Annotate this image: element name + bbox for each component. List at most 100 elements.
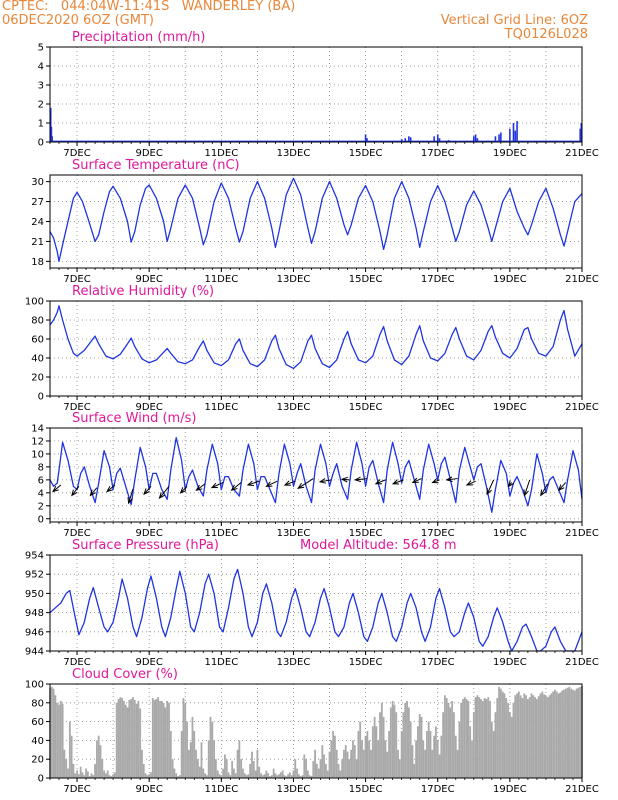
wind-arrow-shaft: [128, 488, 134, 504]
temp-xtick-label: 9DEC: [135, 274, 162, 285]
wind-arrow-head: [431, 477, 439, 484]
cloud-bar: [321, 745, 324, 778]
temp-series-line: [49, 177, 583, 263]
wind-arrow-head: [195, 484, 203, 491]
cloud-xtick-label: 17DEC: [421, 784, 455, 795]
cloud-bar: [114, 772, 116, 778]
cloud-bar: [341, 759, 344, 778]
cloud-bar: [61, 703, 64, 778]
cloud-bar: [393, 704, 396, 778]
precip-bar: [494, 136, 497, 142]
wind-arrow-shaft: [319, 479, 332, 483]
cloud-bar: [288, 772, 291, 778]
cloud-bar: [234, 773, 237, 778]
cloud-bar: [359, 721, 362, 778]
cloud-bar: [496, 698, 499, 778]
precip-panel: 0 1 2 3 4 5 7DEC 9DEC 11DEC 13DEC 15DEC 17DEC 19DEC 2…: [38, 30, 599, 159]
cloud-bar: [236, 749, 239, 778]
wind-ytick-label: 6: [38, 475, 44, 486]
cloud-bar: [521, 698, 524, 778]
cloud-bar: [465, 699, 468, 778]
cloud-bar: [297, 774, 300, 778]
cloud-bar: [449, 707, 452, 778]
wind-xtick-label: 7DEC: [63, 528, 90, 539]
cloud-bar: [498, 686, 500, 778]
cloud-bar: [534, 697, 537, 778]
cloud-ytick-label: 20: [31, 755, 44, 766]
cloud-bar: [384, 740, 387, 778]
cloud-bar: [186, 721, 188, 778]
header-date: 06DEC2020 6OZ (GMT): [2, 13, 154, 28]
cloud-bar: [132, 697, 134, 778]
cloud-bar: [126, 707, 129, 778]
wind-arrow-head: [507, 480, 515, 488]
cloud-bar: [115, 702, 118, 778]
wind-arrow-head: [283, 480, 291, 486]
cloud-bar: [512, 702, 515, 778]
rh-xtick-label: 17DEC: [421, 402, 455, 413]
cloud-bar: [406, 700, 408, 778]
precip-bar: [472, 136, 475, 142]
precip-bar: [509, 128, 511, 142]
cloud-bar: [364, 735, 367, 778]
cloud-bar: [343, 749, 345, 778]
cloud-bar: [530, 693, 533, 778]
cloud-bar: [380, 702, 383, 778]
wind-arrow-head: [179, 487, 187, 494]
wind-xtick-label: 21DEC: [565, 528, 599, 539]
wind-arrow-head: [265, 481, 273, 487]
cloud-xtick-label: 13DEC: [277, 784, 311, 795]
cloud-bar: [272, 768, 275, 778]
cloud-bar: [195, 749, 197, 778]
pressure-xtick-label: 7DEC: [63, 657, 90, 668]
cloud-bar: [382, 716, 385, 778]
wind-arrow-head: [246, 480, 254, 486]
cloud-bar: [54, 695, 57, 778]
cloud-bar: [485, 699, 488, 778]
pressure-xtick-label: 13DEC: [277, 657, 311, 668]
cloud-bar: [409, 721, 412, 778]
cloud-bar: [238, 740, 241, 778]
cloud-bar: [528, 697, 531, 778]
precip-bar: [400, 139, 403, 142]
cloud-bar: [516, 693, 518, 778]
cloud-bar: [564, 688, 567, 778]
cloud-bar: [303, 754, 306, 778]
cloud-bar: [575, 688, 578, 778]
header-station: CPTEC: 044:04W-11:41S WANDERLEY (BA): [2, 0, 296, 14]
wind-title: Surface Wind (m/s): [72, 411, 196, 426]
pressure-frame: [49, 554, 583, 652]
cloud-bar: [429, 731, 432, 778]
cloud-bar: [388, 731, 390, 778]
wind-arrow-head: [340, 476, 348, 483]
cloud-bar: [202, 768, 205, 778]
cloud-bar: [442, 712, 445, 778]
cloud-bar: [319, 759, 322, 778]
wind-frame: [49, 427, 583, 523]
cloud-bar: [389, 707, 392, 778]
cloud-bar: [148, 774, 151, 778]
cloud-bar: [112, 774, 115, 778]
cloud-bar: [70, 735, 73, 778]
wind-arrow-head: [445, 476, 453, 482]
cloud-bar: [227, 772, 230, 778]
wind-arrow-shaft: [159, 486, 170, 499]
cloud-bar: [474, 697, 477, 778]
cloud-bar: [325, 763, 327, 778]
precip-xtick-label: 13DEC: [277, 148, 311, 159]
cloud-bar: [168, 702, 170, 778]
cloud-bar: [256, 749, 259, 778]
cloud-bar: [123, 700, 125, 778]
temp-ytick-label: 27: [31, 197, 44, 208]
wind-arrow-shaft: [412, 478, 422, 483]
wind-series-line: [49, 437, 583, 513]
cloud-bar: [481, 700, 484, 778]
precip-xtick-label: 15DEC: [349, 148, 383, 159]
cloud-bar: [424, 749, 427, 778]
wind-arrow-shaft: [211, 482, 224, 489]
cloud-bar: [357, 731, 360, 778]
wind-arrow-head: [411, 477, 419, 484]
wind-arrow-shaft: [297, 478, 314, 489]
cloud-bar: [546, 697, 549, 778]
wind-arrow-head: [143, 488, 150, 496]
